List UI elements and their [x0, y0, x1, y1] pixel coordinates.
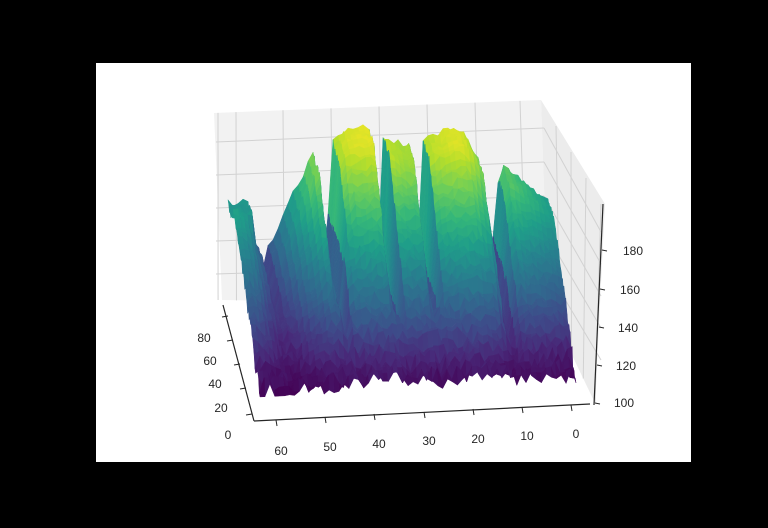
- x-axis-line: [253, 403, 591, 422]
- x-tick-label: 40: [372, 437, 386, 451]
- grid-line: [570, 151, 572, 355]
- grid-line: [215, 127, 545, 143]
- grid-line: [543, 195, 602, 297]
- y-tick-label: 60: [203, 354, 217, 368]
- x-tick-label: 50: [323, 440, 337, 454]
- z-tick-mark: [598, 326, 605, 329]
- grid-line: [543, 161, 602, 265]
- surface-facet: [316, 375, 324, 383]
- z-tick-label: 140: [618, 321, 638, 335]
- y-tick-mark: [226, 339, 234, 342]
- surface-mesh: [227, 123, 577, 398]
- surface-facet: [525, 211, 532, 221]
- x-tick-label: 60: [274, 444, 288, 458]
- grid-line: [215, 161, 545, 176]
- surface-facet: [530, 283, 537, 295]
- z-tick-label: 120: [616, 359, 636, 373]
- surface-facet: [454, 318, 462, 322]
- y-tick-mark: [245, 413, 253, 416]
- z-tick-mark: [599, 288, 606, 291]
- y-tick-label: 80: [197, 331, 211, 345]
- x-tick-mark: [324, 416, 327, 424]
- z-tick-label: 160: [620, 283, 640, 297]
- surface-facet: [412, 233, 419, 246]
- z-axis-tick-labels: 100 120 140 160 180: [614, 244, 643, 410]
- x-tick-mark: [423, 411, 426, 419]
- surface-facet: [259, 377, 266, 398]
- x-tick-label: 30: [422, 434, 436, 448]
- surface-facet: [524, 204, 531, 213]
- z-tick-mark: [594, 402, 601, 405]
- x-tick-mark: [472, 408, 475, 416]
- z-tick-label: 180: [623, 244, 643, 258]
- x-tick-label: 20: [471, 432, 485, 446]
- axis-lines: [221, 203, 608, 427]
- x-tick-mark: [275, 419, 278, 427]
- surface-facet: [427, 330, 434, 349]
- surface-facet: [349, 148, 356, 155]
- surface-facet: [371, 171, 378, 184]
- surface-facet: [481, 280, 489, 295]
- x-tick-mark: [570, 404, 573, 412]
- x-tick-mark: [521, 406, 524, 414]
- y-tick-label: 0: [225, 428, 232, 442]
- x-tick-label: 10: [520, 429, 534, 443]
- y-tick-mark: [233, 363, 241, 366]
- surface-facet: [453, 292, 460, 313]
- surface-facet: [348, 246, 355, 261]
- surface-facet: [237, 235, 244, 244]
- z-tick-label: 100: [614, 396, 634, 410]
- y-tick-label: 40: [208, 377, 222, 391]
- surface-facet: [363, 146, 371, 156]
- x-tick-label: 0: [573, 427, 580, 441]
- surface-facet: [467, 179, 474, 193]
- surface-facet: [457, 177, 464, 190]
- surface-facet: [249, 317, 256, 326]
- x-tick-mark: [373, 413, 376, 421]
- surface-facet: [450, 160, 457, 171]
- y-axis-tick-labels: 80 60 40 20 0: [197, 331, 231, 442]
- x-axis-tick-labels: 60 50 40 30 20 10 0: [274, 427, 579, 458]
- surface-facet: [430, 175, 437, 187]
- y-tick-mark: [239, 387, 247, 390]
- grid-line: [543, 127, 602, 233]
- y-tick-label: 20: [214, 401, 228, 415]
- z-axis-line: [593, 203, 604, 406]
- y-tick-mark: [221, 315, 229, 318]
- y-axis-line: [222, 304, 255, 422]
- z-tick-mark: [601, 249, 608, 252]
- surface-facet: [446, 171, 453, 187]
- surface-facet: [547, 307, 554, 317]
- grid-line: [582, 177, 587, 379]
- z-tick-mark: [596, 364, 603, 367]
- surface-facet: [530, 367, 537, 373]
- surface-facet: [278, 376, 285, 388]
